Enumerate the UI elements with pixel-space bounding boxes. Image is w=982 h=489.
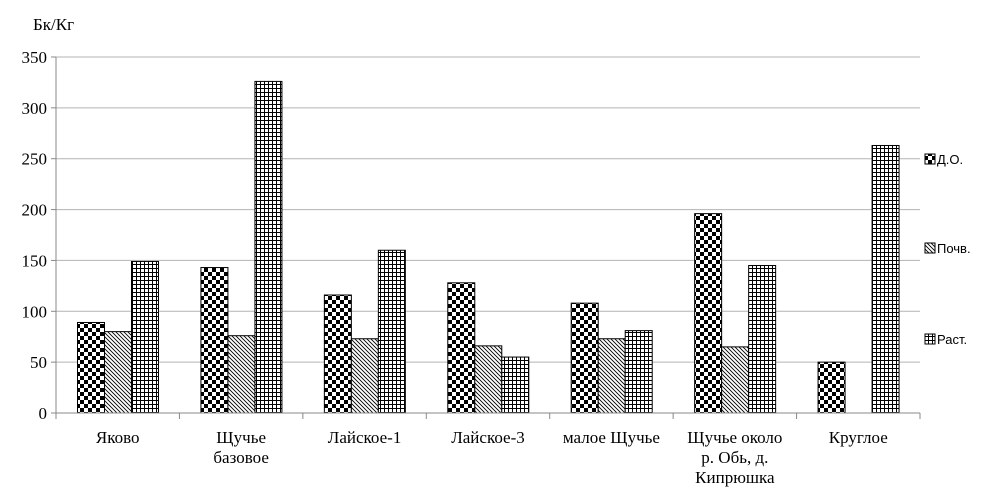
x-category-label-line: Кипрюшка	[695, 468, 775, 487]
bar-grid	[748, 265, 777, 414]
y-tick-label: 300	[22, 99, 48, 118]
x-category-label-line: р. Обь, д.	[701, 448, 768, 467]
legend-swatch-grid	[924, 333, 936, 345]
legend-label: Раст.	[937, 332, 967, 347]
x-category-label: малое Щучье	[563, 428, 660, 447]
y-axis-label: Бк/Кг	[33, 15, 74, 34]
y-tick-labels: 0 50 100 150 200 250 300 350	[22, 48, 48, 423]
bar-diagonal	[227, 335, 256, 414]
x-category-label: Лайское-1	[328, 428, 402, 447]
y-tick-label: 250	[22, 150, 48, 169]
bar-checker	[77, 321, 105, 414]
x-category-label: Щучье базовое	[213, 428, 268, 467]
bar-grid	[624, 330, 653, 414]
bar-checker	[447, 282, 476, 414]
bar-checker	[570, 302, 599, 414]
x-category-label-line: Лайское-1	[328, 428, 402, 447]
bar-diagonal	[474, 345, 503, 414]
x-category-label-line: Лайское-3	[451, 428, 525, 447]
legend-label: Д.О.	[937, 152, 963, 167]
y-tick-label: 350	[22, 48, 48, 67]
y-tick-label: 150	[22, 251, 48, 270]
gridlines	[56, 56, 920, 363]
bar-checker	[694, 213, 723, 414]
x-category-label: Круглое	[829, 428, 888, 447]
x-category-label-line: Щучье около	[687, 428, 782, 447]
x-category-label-line: Круглое	[829, 428, 888, 447]
x-category-label: Яково	[96, 428, 140, 447]
x-category-label-line: Щучье	[216, 428, 266, 447]
x-category-label-line: Яково	[96, 428, 140, 447]
bar-checker	[200, 267, 229, 414]
axes	[51, 56, 921, 419]
bar-grid	[254, 80, 283, 414]
bar-diagonal	[597, 338, 626, 414]
bar-grid	[377, 249, 406, 414]
y-tick-label: 100	[22, 302, 48, 321]
legend-swatch-checker	[924, 153, 936, 165]
bar-checker	[817, 361, 846, 414]
bar-grid	[501, 356, 530, 414]
x-category-label-line: базовое	[213, 448, 268, 467]
bar-diagonal	[721, 346, 750, 414]
x-category-label: Щучье около р. Обь, д. Кипрюшка	[687, 428, 782, 487]
bar-diagonal	[350, 338, 379, 414]
legend-swatch-diagonal	[924, 242, 936, 254]
y-tick-label: 200	[22, 201, 48, 220]
bar-grid	[131, 260, 159, 414]
x-category-label: Лайское-3	[451, 428, 525, 447]
bar-grid	[871, 144, 900, 414]
legend-label: Почв.	[937, 241, 971, 256]
bars	[77, 80, 900, 414]
y-tick-label: 50	[30, 353, 47, 372]
y-tick-label: 0	[39, 404, 48, 423]
bar-diagonal	[104, 331, 132, 414]
legend: Д.О. Почв. Раст.	[924, 152, 971, 347]
bar-checker	[323, 294, 352, 414]
x-category-labels: Яково Щучье базовое Лайское-1 Лайское-3 малое…	[96, 428, 888, 487]
x-category-label-line: малое Щучье	[563, 428, 660, 447]
